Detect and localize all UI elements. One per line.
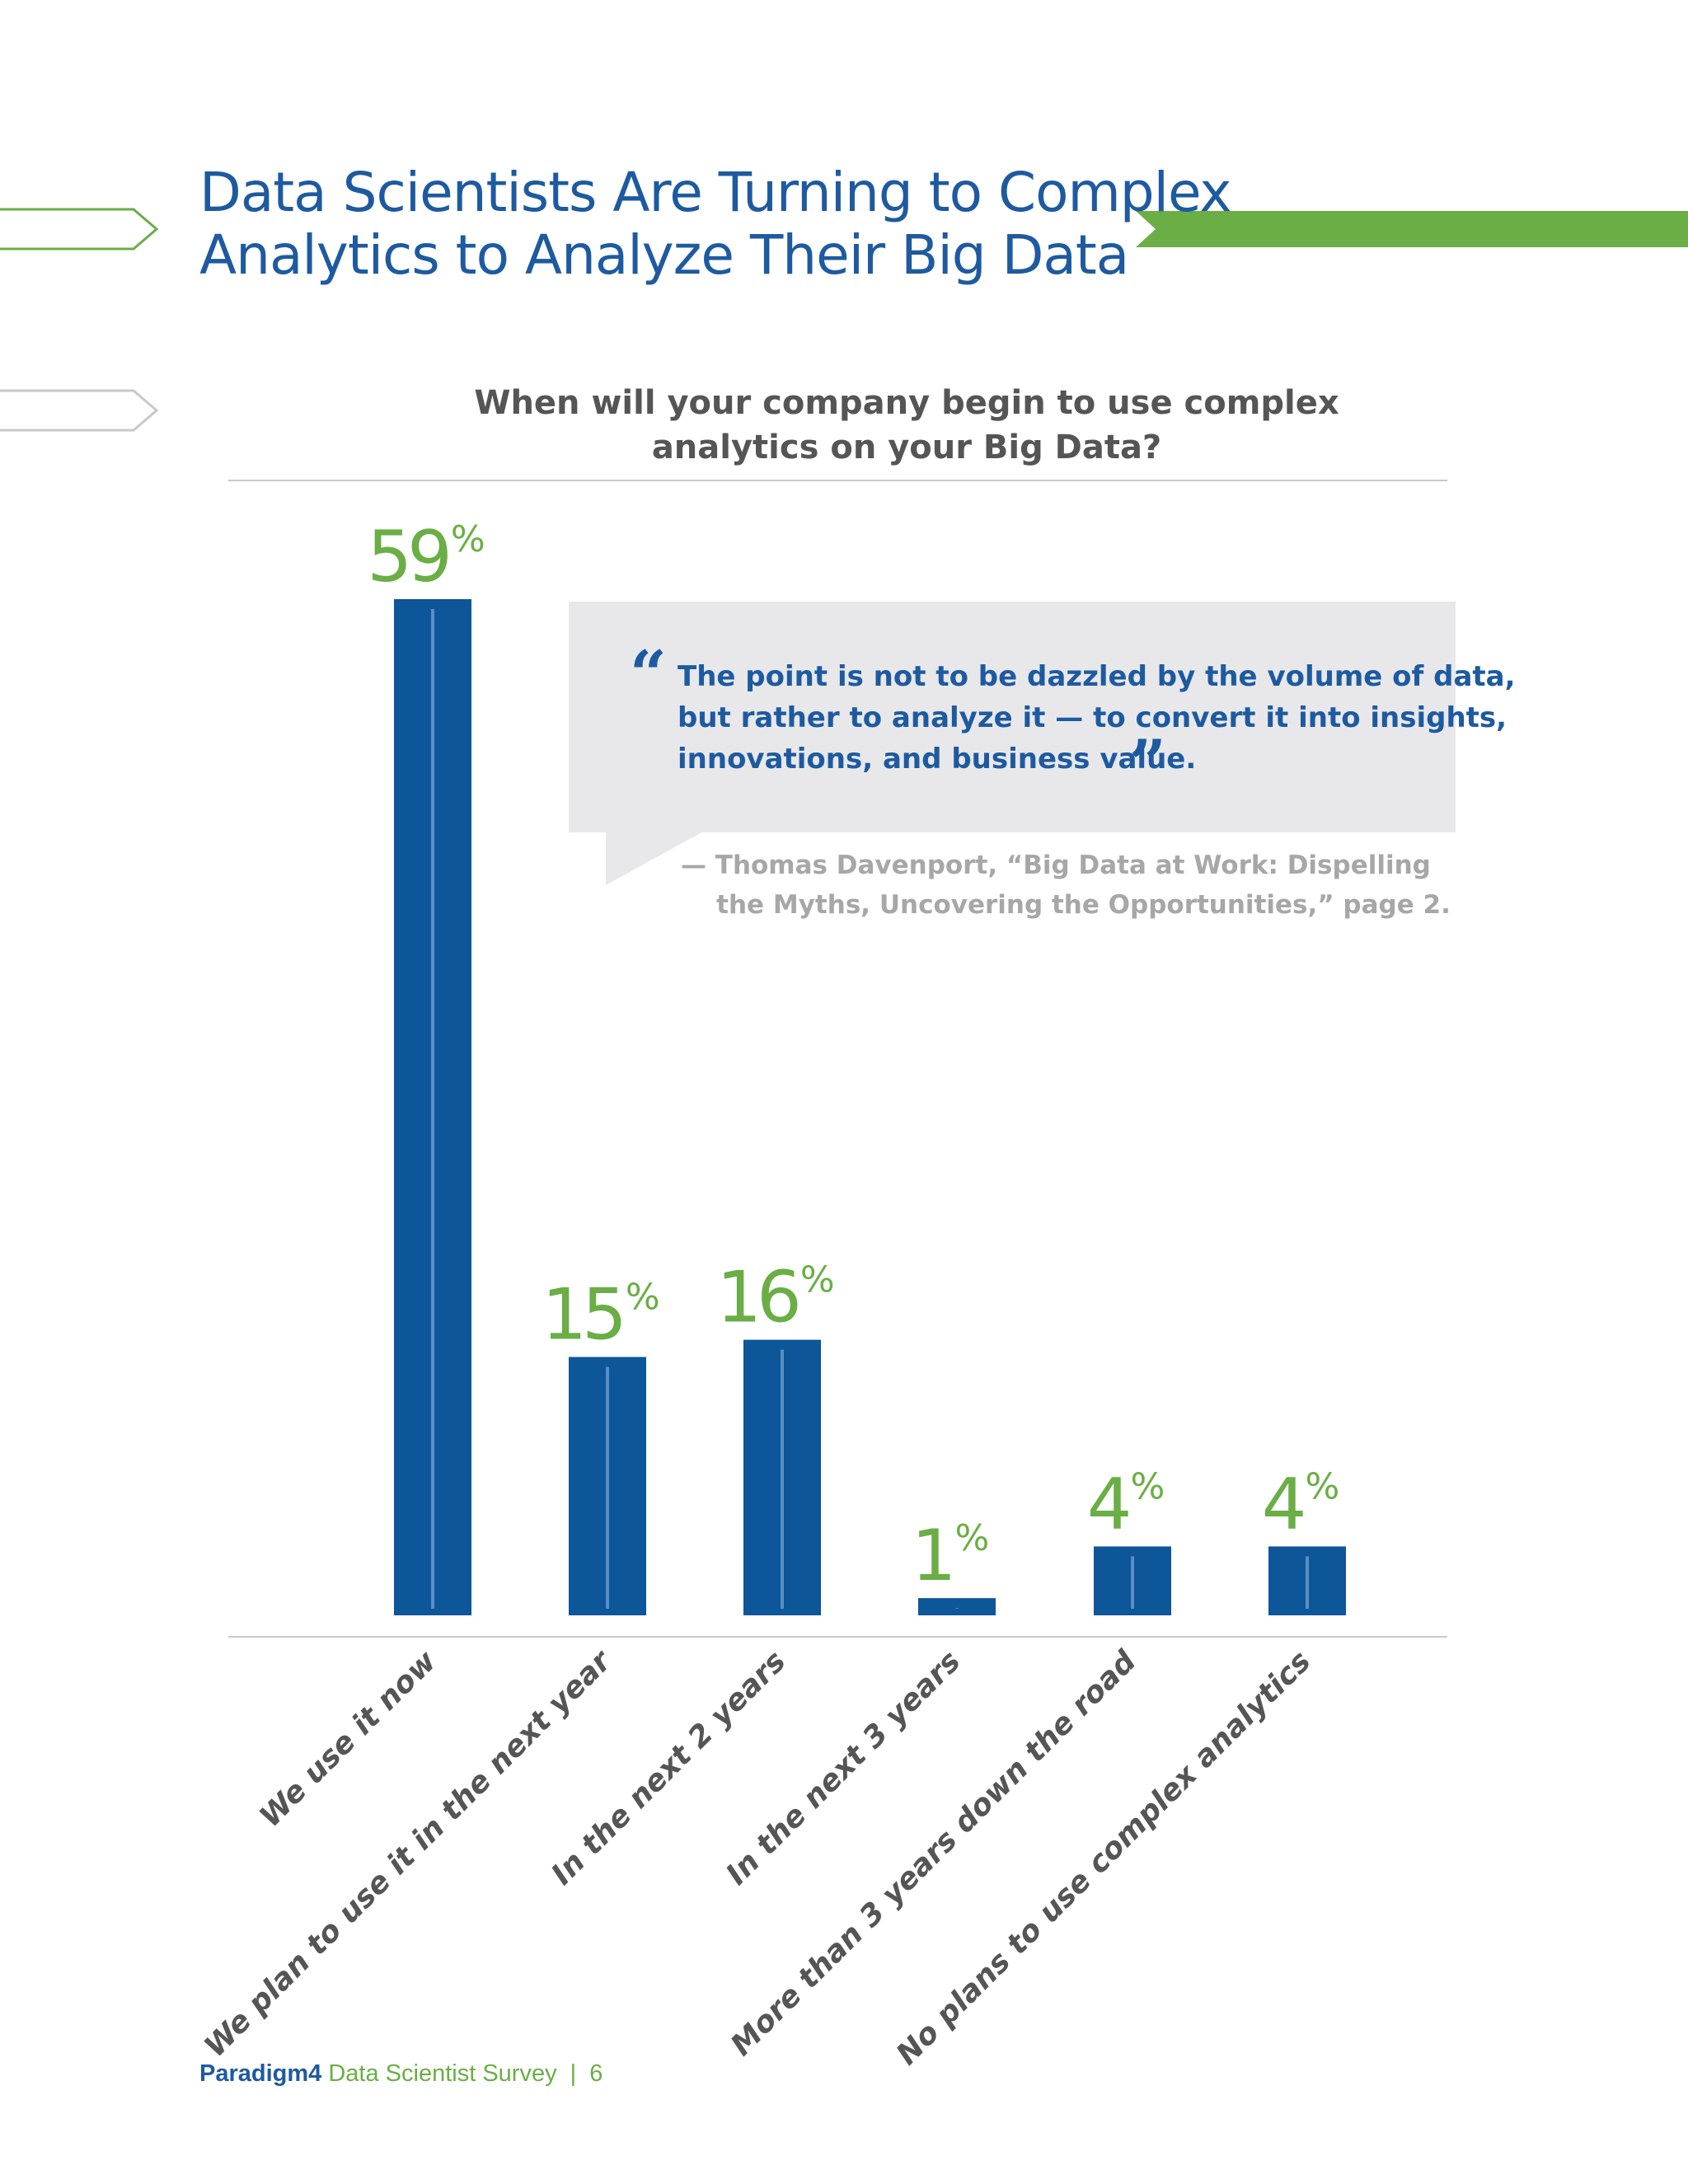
quote-attribution: — Thomas Davenport, “Big Data at Work: D… (681, 846, 1451, 925)
quote-callout-box (569, 602, 1456, 832)
value-label-4: 4% (1087, 1463, 1165, 1545)
quote-line-3-text: innovations, and business value. (678, 743, 1197, 776)
quote-callout-tail (606, 831, 705, 885)
bar-3 (918, 1598, 996, 1615)
category-label-4: More than 3 years down the road (724, 1644, 1143, 2063)
value-label-3: 1% (912, 1515, 990, 1597)
page-title-line-2: Analytics to Analyze Their Big Data (199, 223, 1129, 287)
category-label-1: We plan to use it in the next year (198, 1643, 618, 2064)
chart-title: When will your company begin to use comp… (346, 381, 1467, 470)
category-label-5: No plans to use complex analytics (890, 1644, 1317, 2071)
value-label-0: 59% (367, 516, 485, 598)
value-label-5: 4% (1262, 1463, 1340, 1545)
left-arrow-green-decoration (0, 208, 159, 251)
page-title-line-1: Data Scientists Are Turning to Complex (199, 161, 1231, 224)
open-quote-icon: “ (630, 637, 667, 712)
quote-line-2: but rather to analyze it — to convert it… (678, 701, 1507, 734)
category-label-0: We use it now (254, 1644, 443, 1834)
close-quote-icon: ” (1129, 726, 1166, 801)
footer-brand: Paradigm4 (199, 2060, 322, 2087)
attribution-line-2: the Myths, Uncovering the Opportunities,… (681, 890, 1451, 920)
quote-line-3: innovations, and business value. (678, 738, 1419, 780)
attribution-line-1: — Thomas Davenport, “Big Data at Work: D… (681, 851, 1431, 880)
footer-page-number: 6 (589, 2060, 603, 2087)
value-label-2: 16% (716, 1257, 834, 1339)
footer-publication: Data Scientist Survey (328, 2060, 557, 2087)
page-title: Data Scientists Are Turning to Complex A… (199, 162, 1231, 287)
quote-line-1: The point is not to be dazzled by the vo… (678, 660, 1516, 693)
chart-title-line-2: analytics on your Big Data? (651, 429, 1162, 466)
value-label-1: 15% (542, 1274, 659, 1357)
footer-separator: | (570, 2060, 577, 2087)
quote-text: The point is not to be dazzled by the vo… (678, 656, 1516, 780)
footer: Paradigm4 Data Scientist Survey | 6 (199, 2060, 603, 2088)
left-arrow-gray-decoration (0, 389, 159, 432)
chart-title-line-1: When will your company begin to use comp… (474, 384, 1339, 422)
right-green-banner-decoration (1136, 211, 1688, 247)
